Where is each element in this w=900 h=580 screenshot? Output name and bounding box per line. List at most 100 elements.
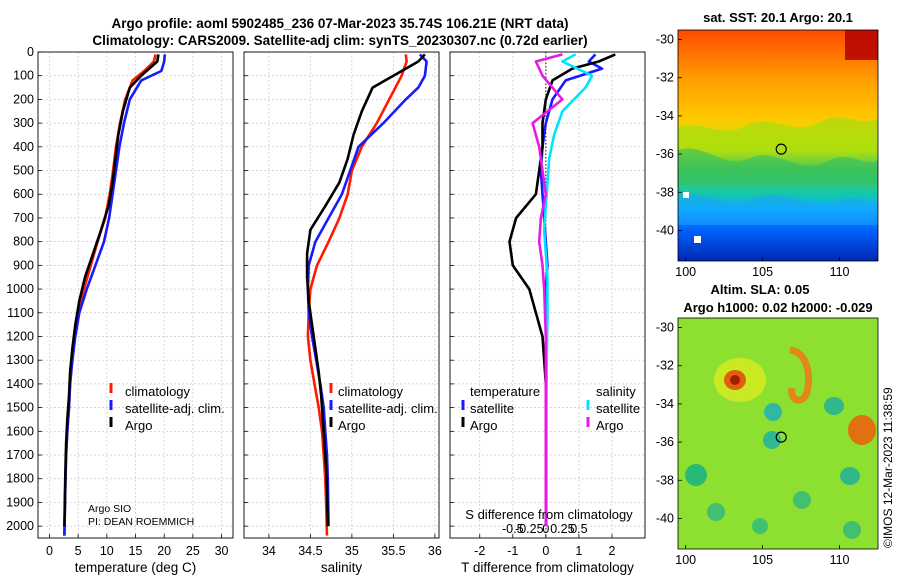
y-tick-label: 100	[13, 69, 34, 83]
map-x-tick-label: 100	[675, 265, 696, 279]
sla-profile-marker	[775, 431, 787, 443]
map-y-tick-label: -32	[656, 71, 674, 85]
difference-legend: temperature satellite Argo salinity sate…	[470, 384, 640, 433]
x-tick-label: 15	[129, 544, 143, 558]
legend-argo: Argo	[125, 418, 152, 433]
x-axis-label: salinity	[321, 560, 363, 575]
x-tick-label: 34.5	[298, 544, 322, 558]
legend-salinity-title: salinity	[596, 384, 636, 399]
figure-title-line2: Climatology: CARS2009. Satellite-adj cli…	[92, 33, 587, 48]
figure-title-line1: Argo profile: aoml 5902485_236 07-Mar-20…	[112, 16, 569, 31]
series-line	[306, 53, 428, 527]
sla-eddy-negative	[707, 503, 725, 521]
series-line	[306, 54, 408, 536]
temperature-legend: climatology satellite-adj. clim. Argo	[125, 384, 225, 433]
legend-satellite-adj: satellite-adj. clim.	[125, 401, 225, 416]
x2-tick-label: 0.5	[570, 522, 587, 536]
sla-eddy-core	[730, 375, 740, 385]
x-tick-label: 25	[186, 544, 200, 558]
sst-map-frame	[677, 29, 879, 262]
legend-salinity-argo: Argo	[596, 418, 623, 433]
sla-eddy-negative	[793, 491, 811, 509]
legend-salinity-satellite: satellite	[596, 401, 640, 416]
sst-missing-pixel	[694, 236, 701, 243]
x-tick-label: 36	[428, 544, 442, 558]
sla-heatmap	[678, 318, 878, 549]
y-tick-label: 1200	[6, 329, 34, 343]
map-x-tick-label: 105	[752, 553, 773, 567]
y-tick-label: 900	[13, 258, 34, 272]
sst-front-zone	[678, 117, 878, 150]
y-tick-label: 1300	[6, 353, 34, 367]
series-line	[305, 53, 426, 527]
map-y-tick-label: -30	[656, 33, 674, 47]
sla-map-panel: Altim. SLA: 0.05 Argo h1000: 0.02 h2000:…	[656, 282, 879, 567]
salinity-panel: 34 34.5 35 35.5 36 salinity	[243, 51, 442, 575]
map-y-tick-label: -32	[656, 359, 674, 373]
x2-tick-label: 0.25	[550, 522, 574, 536]
y-tick-label: 1400	[6, 377, 34, 391]
x-tick-label: 0	[542, 544, 549, 558]
sla-eddy-negative	[843, 521, 861, 539]
y-tick-label: 1800	[6, 472, 34, 486]
y-tick-label: 400	[13, 140, 34, 154]
salinity-legend: climatology satellite-adj. clim. Argo	[338, 384, 438, 433]
y-tick-label: 1900	[6, 495, 34, 509]
x-tick-label: 30	[215, 544, 229, 558]
y-tick-label: 1700	[6, 448, 34, 462]
y-tick-label: 300	[13, 116, 34, 130]
map-x-tick-label: 105	[752, 265, 773, 279]
y-tick-label: 200	[13, 92, 34, 106]
annotation-argo-sio: Argo SIO	[88, 503, 131, 515]
x-axis-label: T difference from climatology	[461, 560, 634, 575]
y-tick-label: 600	[13, 187, 34, 201]
sst-profile-marker	[775, 143, 787, 155]
x-tick-label: 20	[157, 544, 171, 558]
series-line	[531, 53, 564, 527]
x-tick-label: -2	[474, 544, 485, 558]
legend-temperature-argo: Argo	[470, 418, 497, 433]
sla-eddy-negative	[685, 464, 707, 486]
x-tick-label: 2	[608, 544, 615, 558]
map-y-tick-label: -34	[656, 109, 674, 123]
sst-cool-zone	[678, 193, 878, 225]
x2-tick-label: -0.5	[502, 522, 524, 536]
legend-argo: Argo	[338, 418, 365, 433]
series-line	[63, 54, 160, 527]
map-x-tick-label: 100	[675, 553, 696, 567]
x-tick-label: 1	[575, 544, 582, 558]
y-tick-label: 1500	[6, 401, 34, 415]
sla-eddy-negative	[824, 397, 844, 415]
map-y-tick-label: -38	[656, 185, 674, 199]
y-tick-label: 0	[27, 45, 34, 59]
x-tick-label: -1	[507, 544, 518, 558]
x-tick-label: 35.5	[381, 544, 405, 558]
plot-frame	[37, 51, 234, 539]
series-line	[63, 54, 157, 536]
plot-frame	[449, 51, 646, 539]
sla-map-subtitle: Argo h1000: 0.02 h2000: -0.029	[683, 300, 872, 315]
temperature-annotation: Argo SIO PI: DEAN ROEMMICH	[88, 503, 194, 528]
sla-eddy-positive	[848, 415, 876, 445]
annotation-pi: PI: DEAN ROEMMICH	[88, 516, 194, 528]
x-axis-label: temperature (deg C)	[75, 560, 197, 575]
map-y-tick-label: -38	[656, 473, 674, 487]
sst-map-panel: sat. SST: 20.1 Argo: 20.1 100 105 110 -30 -3…	[656, 10, 879, 279]
map-y-tick-label: -36	[656, 147, 674, 161]
sla-map-axes: 100 105 110 -30 -32 -34 -36 -38 -40	[656, 321, 850, 567]
sla-eddy-negative	[840, 467, 860, 485]
x2-tick-label: -0.25	[515, 522, 544, 536]
map-x-tick-label: 110	[830, 553, 850, 567]
legend-satellite-adj: satellite-adj. clim.	[338, 401, 438, 416]
sla-filament	[788, 346, 813, 404]
y-tick-label: 800	[13, 235, 34, 249]
difference-xlabel-salinity: S difference from climatology	[465, 507, 633, 522]
legend-temperature-title: temperature	[470, 384, 540, 399]
legend-climatology: climatology	[338, 384, 404, 399]
legend-climatology: climatology	[125, 384, 191, 399]
temperature-panel: 0100200300400500600700800900100011001200…	[6, 45, 234, 575]
map-y-tick-label: -36	[656, 435, 674, 449]
sla-map-title: Altim. SLA: 0.05	[711, 282, 810, 297]
